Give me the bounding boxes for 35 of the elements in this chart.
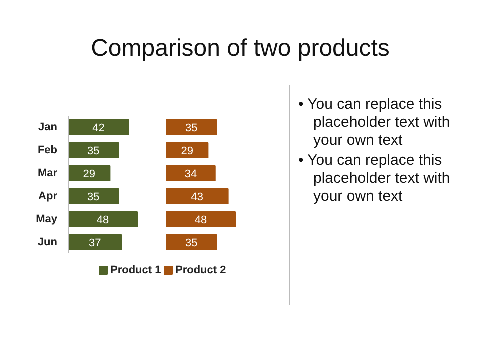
bar	[68, 120, 130, 136]
text: Comparison of two products	[91, 35, 390, 62]
data-label: 29	[83, 168, 96, 180]
data-label: 42	[92, 122, 105, 134]
data-label: 35	[88, 192, 100, 204]
bar	[68, 188, 120, 204]
bar	[166, 142, 209, 158]
data-label: 48	[194, 214, 208, 226]
legend-label: Product 2	[176, 264, 226, 276]
bar	[68, 142, 120, 158]
text: • You can replace this placeholder text with your own text	[298, 96, 450, 149]
bar	[68, 212, 138, 228]
legend-label: Product 1	[110, 264, 162, 276]
bar	[68, 166, 111, 182]
y-tick-label: Jun	[38, 236, 58, 248]
data-label: 34	[184, 168, 198, 180]
y-tick-label: Jan	[38, 122, 58, 134]
text: • You can replace this placeholder text with your own text	[298, 152, 450, 205]
bar	[68, 234, 122, 250]
y-tick-label: May	[36, 214, 58, 226]
data-label: 35	[186, 238, 198, 250]
y-tick-label: Feb	[38, 144, 58, 156]
y-tick-label: Mar	[38, 168, 58, 180]
data-label: 48	[96, 214, 110, 226]
bar	[166, 234, 218, 250]
data-label: 29	[181, 146, 194, 158]
bar	[166, 166, 216, 182]
y-tick-label: Apr	[38, 190, 58, 202]
bar	[166, 212, 236, 228]
bar	[166, 188, 229, 204]
data-label: 35	[186, 122, 198, 134]
bar	[166, 120, 218, 136]
data-label: 37	[88, 238, 102, 250]
data-label: 35	[88, 146, 100, 158]
data-label: 43	[191, 192, 204, 204]
